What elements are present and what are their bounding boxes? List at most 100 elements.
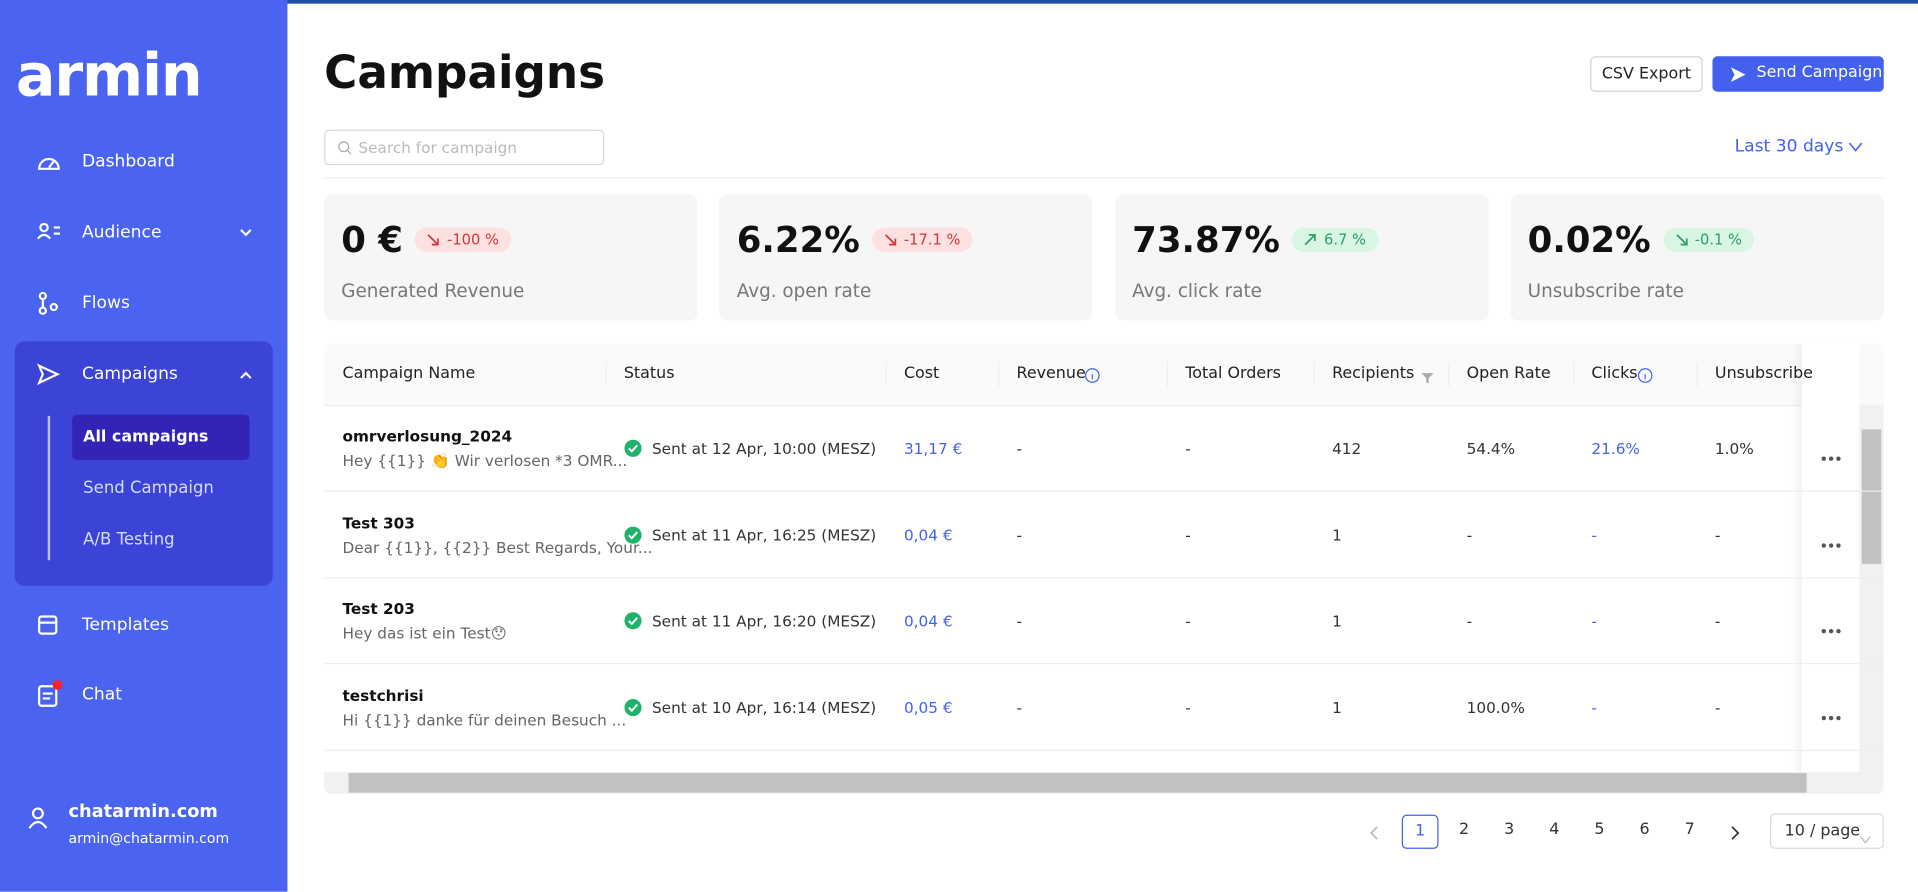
status-icon	[624, 699, 642, 722]
page-size-select[interactable]: 10 / page	[1769, 813, 1884, 850]
column-header: Open Rate	[1466, 364, 1551, 383]
campaign-name[interactable]: omrverlosung_2024	[342, 426, 513, 446]
stat-card: 73.87% 6.7 % Avg. click rate	[1115, 194, 1489, 321]
column-header: Revenue	[1016, 364, 1086, 383]
row-divider	[324, 663, 1884, 665]
stat-card: 0.02% -0.1 % Unsubscribe rate	[1510, 194, 1884, 321]
stat-change: 6.7 %	[1323, 231, 1366, 249]
sub-nav-item[interactable]: All campaigns	[83, 428, 209, 447]
cell-cost[interactable]: 31,17 €	[903, 439, 963, 458]
trend-arrow	[1675, 234, 1688, 246]
stat-row: 0 € -100 %	[341, 218, 512, 261]
search-box[interactable]: Search for campaign	[324, 129, 605, 166]
campaign-preview: Hey das ist ein Test😯	[342, 624, 507, 643]
trend-arrow	[1305, 233, 1317, 246]
stat-row: 6.22% -17.1 %	[737, 219, 973, 261]
nav-item[interactable]: Dashboard	[81, 151, 175, 172]
nav-item[interactable]: Flows	[81, 293, 130, 314]
row-actions-svg	[1821, 542, 1841, 548]
stat-change: -100 %	[447, 231, 499, 249]
cell-cost[interactable]: 0,05 €	[903, 698, 953, 717]
search-icon	[338, 141, 352, 155]
campaign-name[interactable]: Test 303	[342, 513, 415, 532]
campaign-name[interactable]: Test 203	[342, 599, 415, 619]
cell-open-rate: -	[1466, 612, 1473, 631]
page-button[interactable]: 2	[1458, 820, 1470, 840]
chevron	[1859, 827, 1871, 850]
stat-card: 0 € -100 % Generated Revenue	[324, 194, 698, 321]
page-button[interactable]: 5	[1594, 820, 1605, 840]
page-title: Campaigns	[324, 46, 606, 100]
nav-item[interactable]: Audience	[81, 222, 162, 243]
next-page	[1727, 823, 1742, 846]
sidebar: armin Dashboard Audience Flows Campaigns…	[0, 0, 288, 892]
page-button[interactable]: 1	[1401, 814, 1439, 849]
v-scrollbar	[1859, 404, 1884, 772]
page-button[interactable]: 4	[1549, 820, 1560, 840]
table-header	[324, 343, 1884, 407]
row-divider	[324, 749, 1884, 752]
divider	[324, 177, 1884, 179]
cell-clicks[interactable]: -	[1591, 698, 1597, 717]
cell-revenue: -	[1016, 612, 1023, 631]
chevron-svg	[1860, 836, 1871, 844]
date-filter[interactable]: Last 30 days	[1735, 137, 1863, 157]
stat-label: Avg. open rate	[736, 280, 872, 303]
row-divider	[324, 576, 1884, 579]
trend-arrow	[884, 234, 897, 246]
cell-open-rate: 100.0%	[1466, 698, 1525, 717]
cell-open-rate: -	[1466, 525, 1473, 544]
column-separator	[1166, 362, 1169, 387]
sub-nav-item[interactable]: A/B Testing	[83, 529, 175, 550]
row-actions-svg	[1821, 629, 1841, 634]
cell-orders: -	[1185, 612, 1191, 631]
cell-clicks[interactable]: 21.6%	[1591, 439, 1640, 458]
nav-item[interactable]: Chat	[81, 684, 122, 705]
v-scroll-thumb[interactable]	[1861, 429, 1882, 564]
cell-unsubscribe: -	[1714, 612, 1721, 631]
cell-clicks[interactable]: -	[1591, 612, 1597, 631]
stat-badge: -100 %	[415, 227, 512, 252]
nav-item[interactable]: Templates	[81, 615, 170, 635]
cell-status: Sent at 10 Apr, 16:14 (MESZ)	[651, 698, 877, 717]
h-scroll-thumb[interactable]	[348, 773, 1807, 793]
cell-unsubscribe: -	[1714, 525, 1721, 544]
stat-row: 73.87% 6.7 %	[1132, 219, 1379, 261]
cell-cost[interactable]: 0,04 €	[903, 612, 953, 631]
status-icon	[624, 612, 642, 635]
cell-orders: -	[1185, 698, 1191, 717]
send-campaign-button[interactable]: Send Campaign	[1712, 56, 1884, 92]
status-icon-svg	[624, 439, 642, 457]
prev-page	[1368, 823, 1383, 846]
status-icon-svg	[624, 699, 642, 717]
cell-cost[interactable]: 0,04 €	[903, 525, 953, 544]
cell-recipients: 1	[1332, 612, 1342, 631]
page-button[interactable]: 3	[1504, 820, 1515, 840]
cell-recipients: 1	[1332, 525, 1342, 544]
campaign-name[interactable]: testchrisi	[342, 686, 424, 705]
status-icon-svg	[624, 612, 642, 630]
logo[interactable]: armin	[15, 41, 203, 111]
column-header: Campaign Name	[342, 364, 476, 383]
stat-value: 0 €	[341, 218, 403, 261]
page-size: 10 / page	[1784, 821, 1861, 841]
cell-open-rate: 54.4%	[1466, 439, 1516, 458]
submenu-line	[47, 415, 51, 561]
status-icon	[624, 526, 642, 549]
table: Campaign Name Status Cost Revenue Total Orde…	[324, 343, 1884, 794]
stat-card: 6.22% -17.1 % Avg. open rate	[719, 194, 1093, 321]
column-separator	[998, 362, 1000, 387]
cell-revenue: -	[1016, 439, 1023, 458]
nav-item[interactable]: Campaigns	[81, 364, 178, 385]
column-header: Clicks	[1591, 364, 1638, 383]
sub-nav-item[interactable]: Send Campaign	[83, 478, 214, 498]
cell-status: Sent at 11 Apr, 16:20 (MESZ)	[651, 612, 877, 631]
csv-export-button[interactable]: CSV Export	[1590, 56, 1703, 92]
send-icon	[1730, 67, 1746, 82]
next-page-svg	[1731, 826, 1740, 840]
cell-clicks[interactable]: -	[1591, 525, 1597, 544]
page-button[interactable]: 7	[1684, 820, 1695, 840]
cell-orders: -	[1185, 439, 1191, 458]
page-button[interactable]: 6	[1639, 820, 1650, 840]
cell-revenue: -	[1016, 525, 1023, 544]
